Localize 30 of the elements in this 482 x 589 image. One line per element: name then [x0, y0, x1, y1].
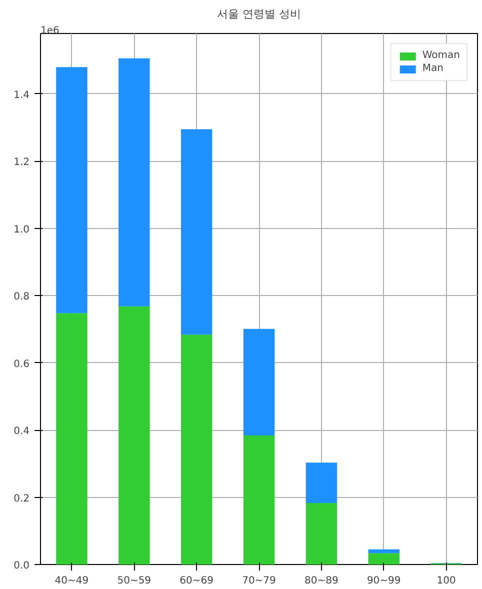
bar	[306, 503, 338, 564]
bar	[180, 129, 212, 335]
bar	[56, 313, 88, 564]
legend-label: Woman	[422, 50, 460, 61]
x-tick-label: 40~49	[54, 576, 89, 586]
x-tick-label: 100	[436, 576, 456, 586]
y-tick-label: 0.2	[14, 493, 30, 504]
x-tick-label: 90~99	[366, 576, 401, 586]
bar	[56, 67, 88, 314]
y-tick-label: 0.6	[14, 358, 30, 370]
x-tick-label: 60~69	[180, 576, 214, 586]
x-tick-label: 80~89	[304, 576, 338, 586]
y-tick-label: 0.4	[14, 426, 30, 438]
y-tick-label: 1.0	[14, 224, 30, 236]
x-tick-label: 50~59	[117, 576, 152, 586]
bar	[243, 328, 275, 436]
x-tick-label: 70~79	[242, 576, 276, 586]
bar	[368, 549, 400, 554]
bar	[368, 553, 400, 564]
y-tick-label: 1.2	[14, 157, 30, 168]
legend-label: Man	[422, 63, 444, 74]
bar	[180, 334, 212, 564]
y-tick-label: 0.8	[14, 292, 30, 303]
y-tick-label: 0.0	[14, 560, 30, 572]
bar	[243, 435, 275, 564]
y-tick-label: 1.4	[14, 90, 30, 101]
bar	[118, 58, 150, 306]
chart-title: 서울 연령별 성비	[217, 8, 302, 20]
bar	[306, 462, 338, 503]
bar	[118, 306, 150, 564]
